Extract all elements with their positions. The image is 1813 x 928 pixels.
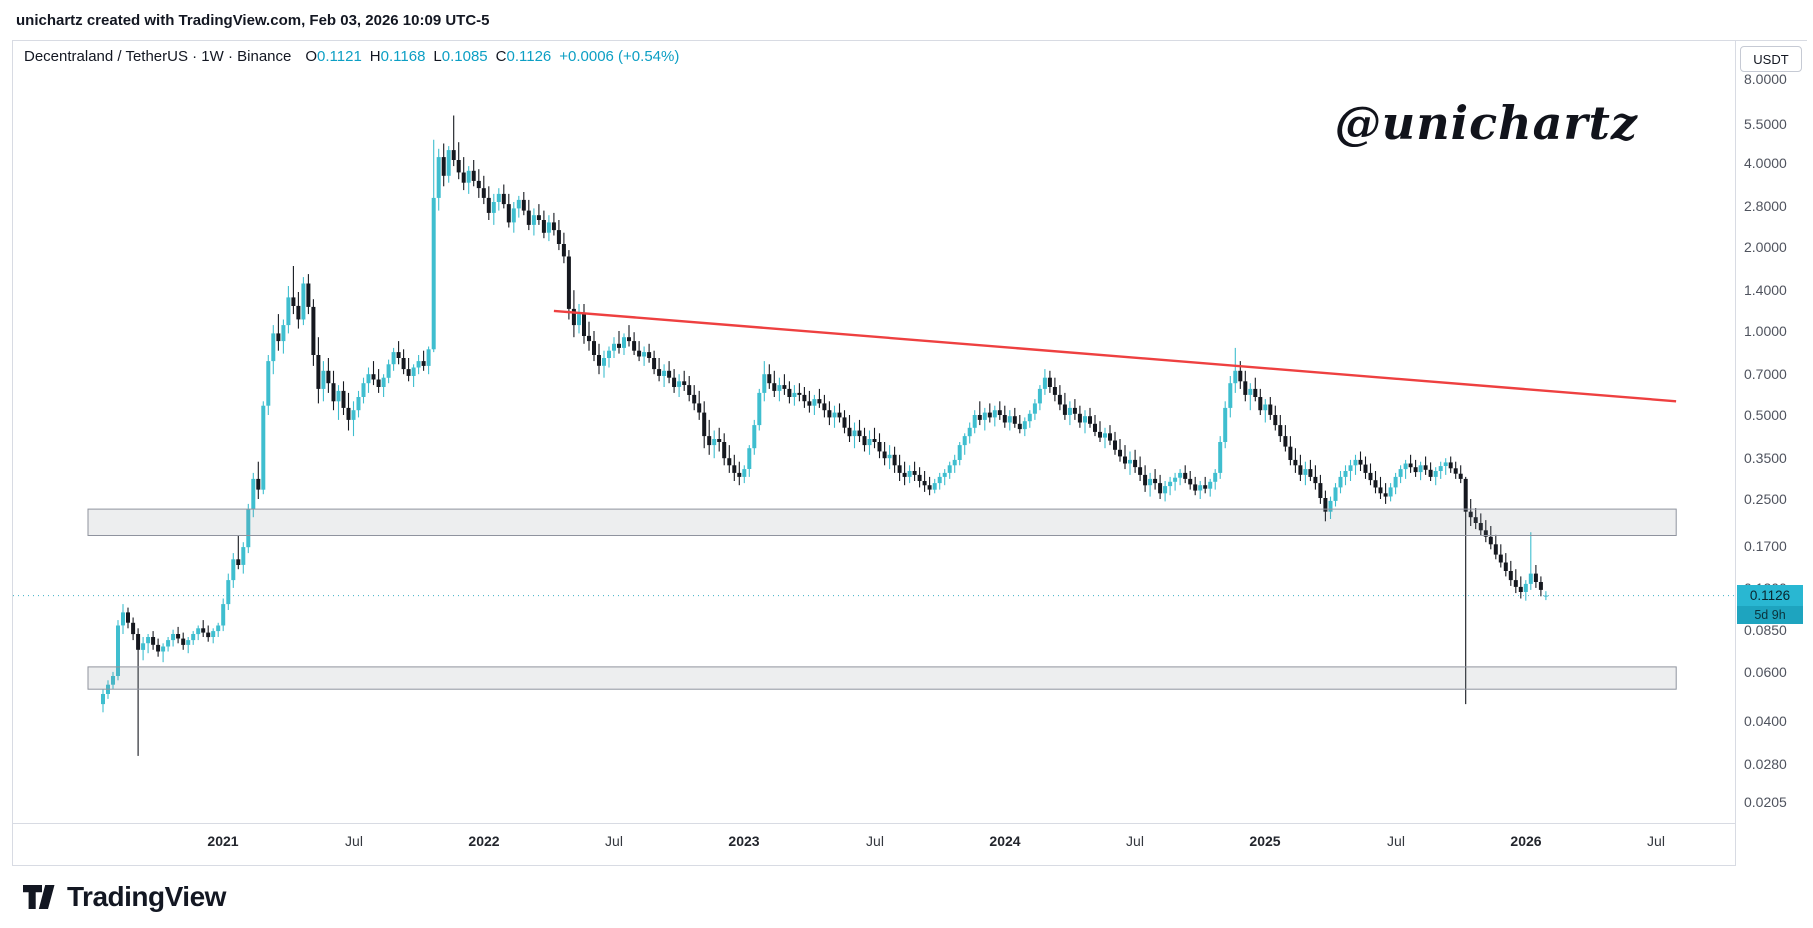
time-axis-label: Jul xyxy=(345,833,363,849)
low-value: 0.1085 xyxy=(441,48,488,65)
time-axis-label: Jul xyxy=(1126,833,1144,849)
low-label: L xyxy=(433,48,442,65)
price-axis-separator xyxy=(1735,41,1736,865)
chart-canvas[interactable] xyxy=(13,41,1735,823)
time-axis-label: Jul xyxy=(1647,833,1665,849)
tradingview-logo-icon xyxy=(23,885,55,909)
symbol-title: Decentraland / TetherUS · 1W · Binance xyxy=(24,48,292,65)
close-value: 0.1126 xyxy=(506,48,552,65)
last-price-badge: 0.1126 5d 9h xyxy=(1737,585,1803,624)
price-tick: 0.0205 xyxy=(1744,794,1787,810)
last-price-value: 0.1126 xyxy=(1737,585,1803,606)
time-axis-label: Jul xyxy=(605,833,623,849)
price-tick: 2.8000 xyxy=(1744,198,1787,214)
time-axis-label: 2025 xyxy=(1249,833,1281,849)
close-label: C xyxy=(495,48,507,65)
price-axis[interactable]: USDT 8.0000 5.5000 4.0000 2.8000 2.0000 1.400… xyxy=(1736,41,1808,867)
open-label: O xyxy=(305,48,318,65)
time-axis-separator xyxy=(13,823,1735,824)
time-axis-label: 2026 xyxy=(1510,833,1542,849)
price-tick: 0.1700 xyxy=(1744,538,1787,554)
price-tick: 0.7000 xyxy=(1744,366,1787,382)
price-tick: 4.0000 xyxy=(1744,155,1787,171)
price-tick: 8.0000 xyxy=(1744,71,1787,87)
price-tick: 1.0000 xyxy=(1744,323,1787,339)
time-axis-label: 2021 xyxy=(207,833,239,849)
support-zone-1[interactable] xyxy=(87,508,1677,537)
attribution-bar: unichartz created with TradingView.com, … xyxy=(0,0,1813,40)
attribution-text: unichartz created with TradingView.com, … xyxy=(16,11,490,29)
price-tick: 0.0280 xyxy=(1744,756,1787,772)
high-label: H xyxy=(369,48,381,65)
tradingview-logo-link[interactable]: TradingView xyxy=(22,881,226,913)
price-tick: 0.5000 xyxy=(1744,407,1787,423)
time-axis-label: Jul xyxy=(1387,833,1405,849)
symbol-header: Decentraland / TetherUS · 1W · Binance O0… xyxy=(24,48,679,65)
price-tick: 0.0850 xyxy=(1744,622,1787,638)
open-value: 0.1121 xyxy=(317,48,362,65)
time-axis[interactable]: 2021 Jul 2022 Jul 2023 Jul 2024 Jul 2025 Jul 2026 J… xyxy=(13,824,1735,867)
price-tick: 5.5000 xyxy=(1744,116,1787,132)
time-axis-label: 2023 xyxy=(728,833,760,849)
candles-layer xyxy=(101,115,1548,756)
price-tick: 0.3500 xyxy=(1744,450,1787,466)
change-value: +0.0006 (+0.54%) xyxy=(559,48,680,65)
price-tick: 2.0000 xyxy=(1744,239,1787,255)
bar-countdown: 5d 9h xyxy=(1737,606,1803,624)
tradingview-brand-text: TradingView xyxy=(67,881,226,912)
time-axis-label: 2022 xyxy=(468,833,500,849)
price-tick: 0.2500 xyxy=(1744,491,1787,507)
author-watermark: @unichartz xyxy=(1334,96,1638,150)
price-tick: 1.4000 xyxy=(1744,282,1787,298)
currency-toggle-button[interactable]: USDT xyxy=(1740,46,1802,72)
price-tick: 0.0400 xyxy=(1744,713,1787,729)
descending-trendline[interactable] xyxy=(553,309,1677,403)
support-zone-2[interactable] xyxy=(87,666,1677,690)
footer: TradingView xyxy=(0,866,1813,928)
price-tick: 0.0600 xyxy=(1744,664,1787,680)
high-value: 0.1168 xyxy=(380,48,426,65)
chart-frame: USDT 8.0000 5.5000 4.0000 2.8000 2.0000 1.400… xyxy=(12,40,1808,867)
time-axis-label: Jul xyxy=(866,833,884,849)
time-axis-label: 2024 xyxy=(989,833,1021,849)
